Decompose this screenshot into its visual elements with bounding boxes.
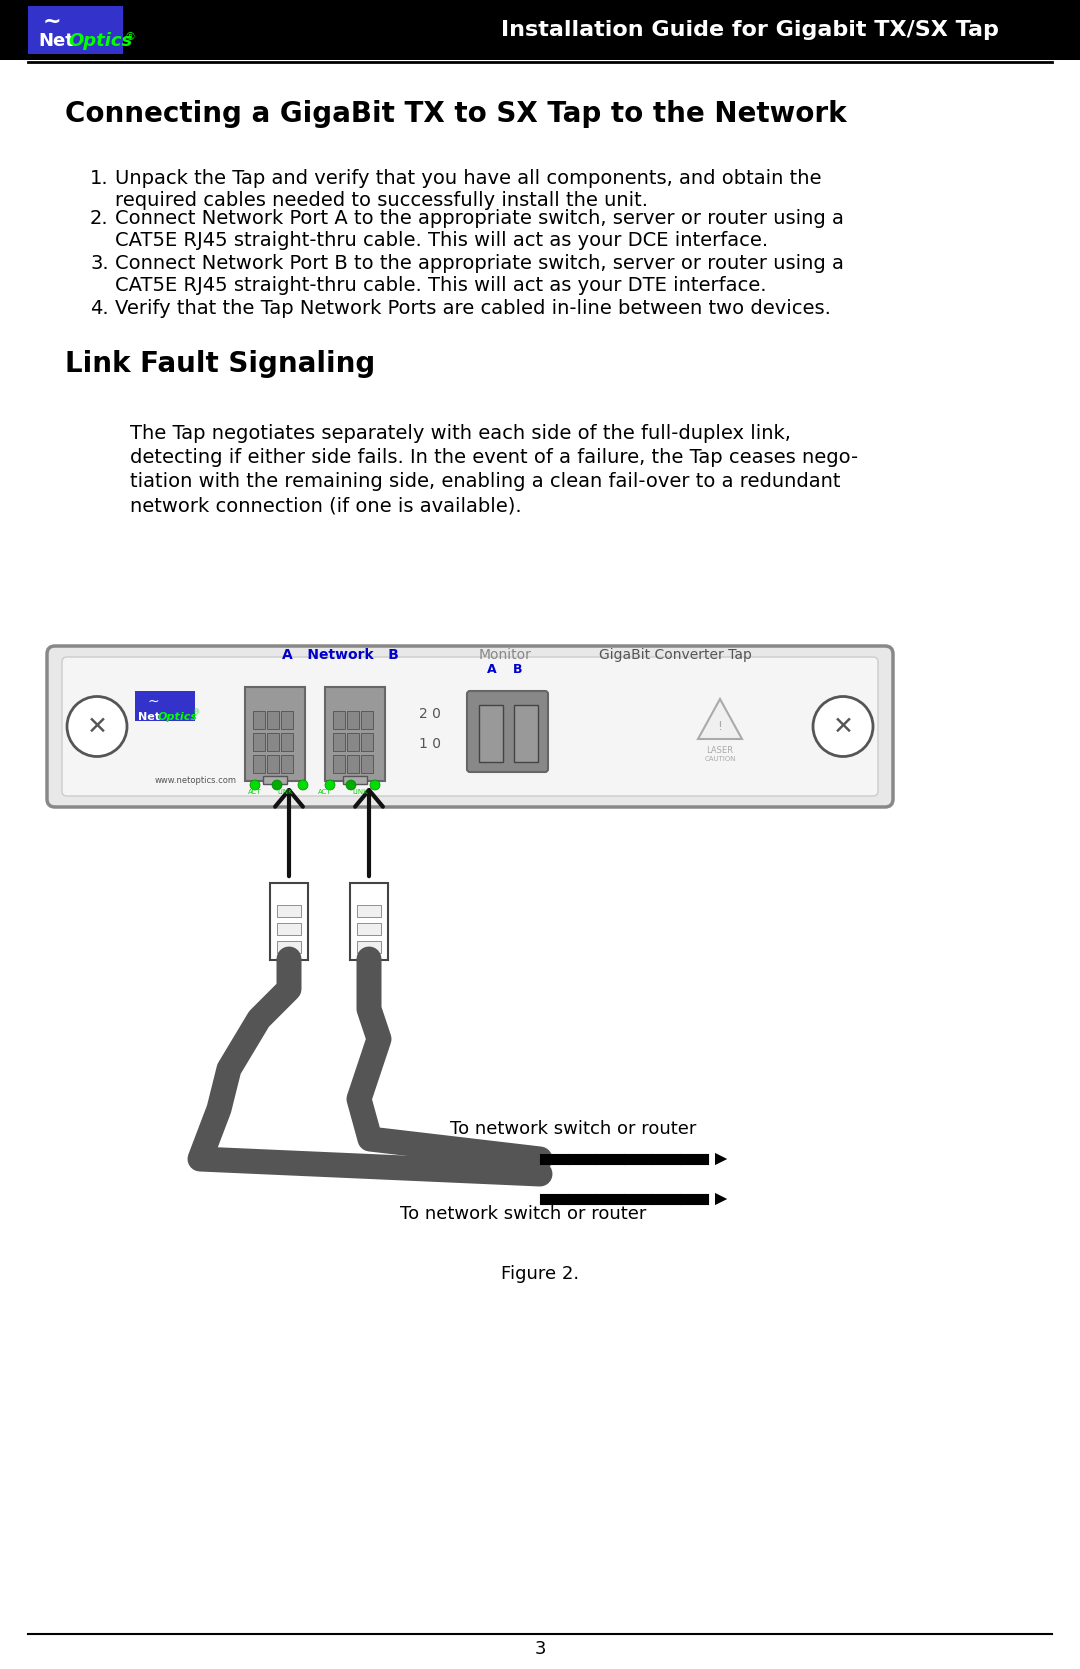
Text: Net: Net [138,711,160,721]
Text: LINK: LINK [278,789,293,794]
FancyBboxPatch shape [135,691,195,721]
Text: 2 0: 2 0 [419,708,441,721]
FancyBboxPatch shape [267,711,279,729]
FancyBboxPatch shape [281,711,293,729]
Text: A   Network   B: A Network B [282,648,399,663]
FancyBboxPatch shape [333,733,345,751]
FancyBboxPatch shape [264,776,287,784]
Text: www.netoptics.com: www.netoptics.com [156,776,237,784]
Text: tiation with the remaining side, enabling a clean fail-over to a redundant: tiation with the remaining side, enablin… [130,472,840,491]
FancyBboxPatch shape [350,883,388,960]
FancyBboxPatch shape [276,923,301,935]
FancyBboxPatch shape [333,754,345,773]
Text: CAT5E RJ45 straight-thru cable. This will act as your DTE interface.: CAT5E RJ45 straight-thru cable. This wil… [114,275,767,295]
Text: Monitor: Monitor [478,648,531,663]
Text: 1.: 1. [90,169,109,189]
Text: ✕: ✕ [86,714,108,738]
FancyBboxPatch shape [48,646,893,808]
Circle shape [370,779,380,789]
FancyBboxPatch shape [343,776,367,784]
Text: ✕: ✕ [833,714,853,738]
Text: ACT: ACT [319,789,332,794]
Text: CAT5E RJ45 straight-thru cable. This will act as your DCE interface.: CAT5E RJ45 straight-thru cable. This wil… [114,230,768,250]
FancyBboxPatch shape [62,658,878,796]
Text: CAUTION: CAUTION [704,756,735,763]
Text: 1 0: 1 0 [419,738,441,751]
Polygon shape [698,699,742,739]
FancyBboxPatch shape [357,905,381,916]
FancyBboxPatch shape [283,956,295,965]
Text: detecting if either side fails. In the event of a failure, the Tap ceases nego-: detecting if either side fails. In the e… [130,447,859,467]
FancyBboxPatch shape [281,733,293,751]
FancyBboxPatch shape [325,688,384,781]
FancyBboxPatch shape [0,0,1080,60]
Text: ®: ® [124,32,135,42]
FancyBboxPatch shape [253,711,265,729]
Text: A: A [487,663,497,676]
FancyBboxPatch shape [361,711,373,729]
Text: To network switch or router: To network switch or router [450,1120,697,1138]
FancyBboxPatch shape [347,733,359,751]
FancyBboxPatch shape [480,704,503,763]
Text: Verify that the Tap Network Ports are cabled in-line between two devices.: Verify that the Tap Network Ports are ca… [114,299,831,319]
Text: The Tap negotiates separately with each side of the full-duplex link,: The Tap negotiates separately with each … [130,424,791,442]
FancyBboxPatch shape [361,733,373,751]
Text: ACT: ACT [248,789,261,794]
Circle shape [346,779,356,789]
FancyBboxPatch shape [267,754,279,773]
FancyBboxPatch shape [357,923,381,935]
FancyArrowPatch shape [275,789,302,876]
FancyBboxPatch shape [333,711,345,729]
Text: Connecting a GigaBit TX to SX Tap to the Network: Connecting a GigaBit TX to SX Tap to the… [65,100,847,129]
Text: GigaBit Converter Tap: GigaBit Converter Tap [598,648,752,663]
FancyBboxPatch shape [276,941,301,953]
Text: Link Fault Signaling: Link Fault Signaling [65,350,375,377]
Text: B: B [513,663,523,676]
FancyBboxPatch shape [347,711,359,729]
Circle shape [325,779,335,789]
FancyBboxPatch shape [253,754,265,773]
FancyArrowPatch shape [355,789,383,876]
FancyBboxPatch shape [245,688,305,781]
FancyBboxPatch shape [361,754,373,773]
Text: Optics: Optics [158,711,198,721]
Text: Optics: Optics [68,32,132,50]
FancyBboxPatch shape [253,733,265,751]
Circle shape [67,696,127,756]
Text: Connect Network Port A to the appropriate switch, server or router using a: Connect Network Port A to the appropriat… [114,209,843,229]
FancyBboxPatch shape [276,905,301,916]
Text: Installation Guide for Gigabit TX/SX Tap: Installation Guide for Gigabit TX/SX Tap [501,20,999,40]
Text: 3.: 3. [90,254,109,274]
Circle shape [298,779,308,789]
FancyBboxPatch shape [467,691,548,773]
Text: Connect Network Port B to the appropriate switch, server or router using a: Connect Network Port B to the appropriat… [114,254,843,274]
Text: Unpack the Tap and verify that you have all components, and obtain the: Unpack the Tap and verify that you have … [114,169,822,189]
FancyBboxPatch shape [357,941,381,953]
Text: Net: Net [38,32,73,50]
Text: network connection (if one is available).: network connection (if one is available)… [130,496,522,516]
FancyBboxPatch shape [363,956,375,965]
FancyBboxPatch shape [270,883,308,960]
Text: LINK: LINK [352,789,368,794]
FancyBboxPatch shape [514,704,538,763]
Text: ~: ~ [43,12,62,32]
Text: !: ! [717,719,723,733]
Circle shape [249,779,260,789]
Text: LASER: LASER [706,746,733,754]
Circle shape [813,696,873,756]
Text: To network switch or router: To network switch or router [400,1205,646,1223]
FancyBboxPatch shape [347,754,359,773]
Circle shape [272,779,282,789]
Text: 2.: 2. [90,209,109,229]
Text: required cables needed to successfully install the unit.: required cables needed to successfully i… [114,190,648,210]
Text: 3: 3 [535,1641,545,1657]
Text: ~: ~ [147,694,159,709]
Text: ®: ® [193,709,200,716]
Text: Figure 2.: Figure 2. [501,1265,579,1283]
Text: 4.: 4. [90,299,109,319]
FancyBboxPatch shape [28,7,123,53]
FancyBboxPatch shape [281,754,293,773]
FancyBboxPatch shape [267,733,279,751]
